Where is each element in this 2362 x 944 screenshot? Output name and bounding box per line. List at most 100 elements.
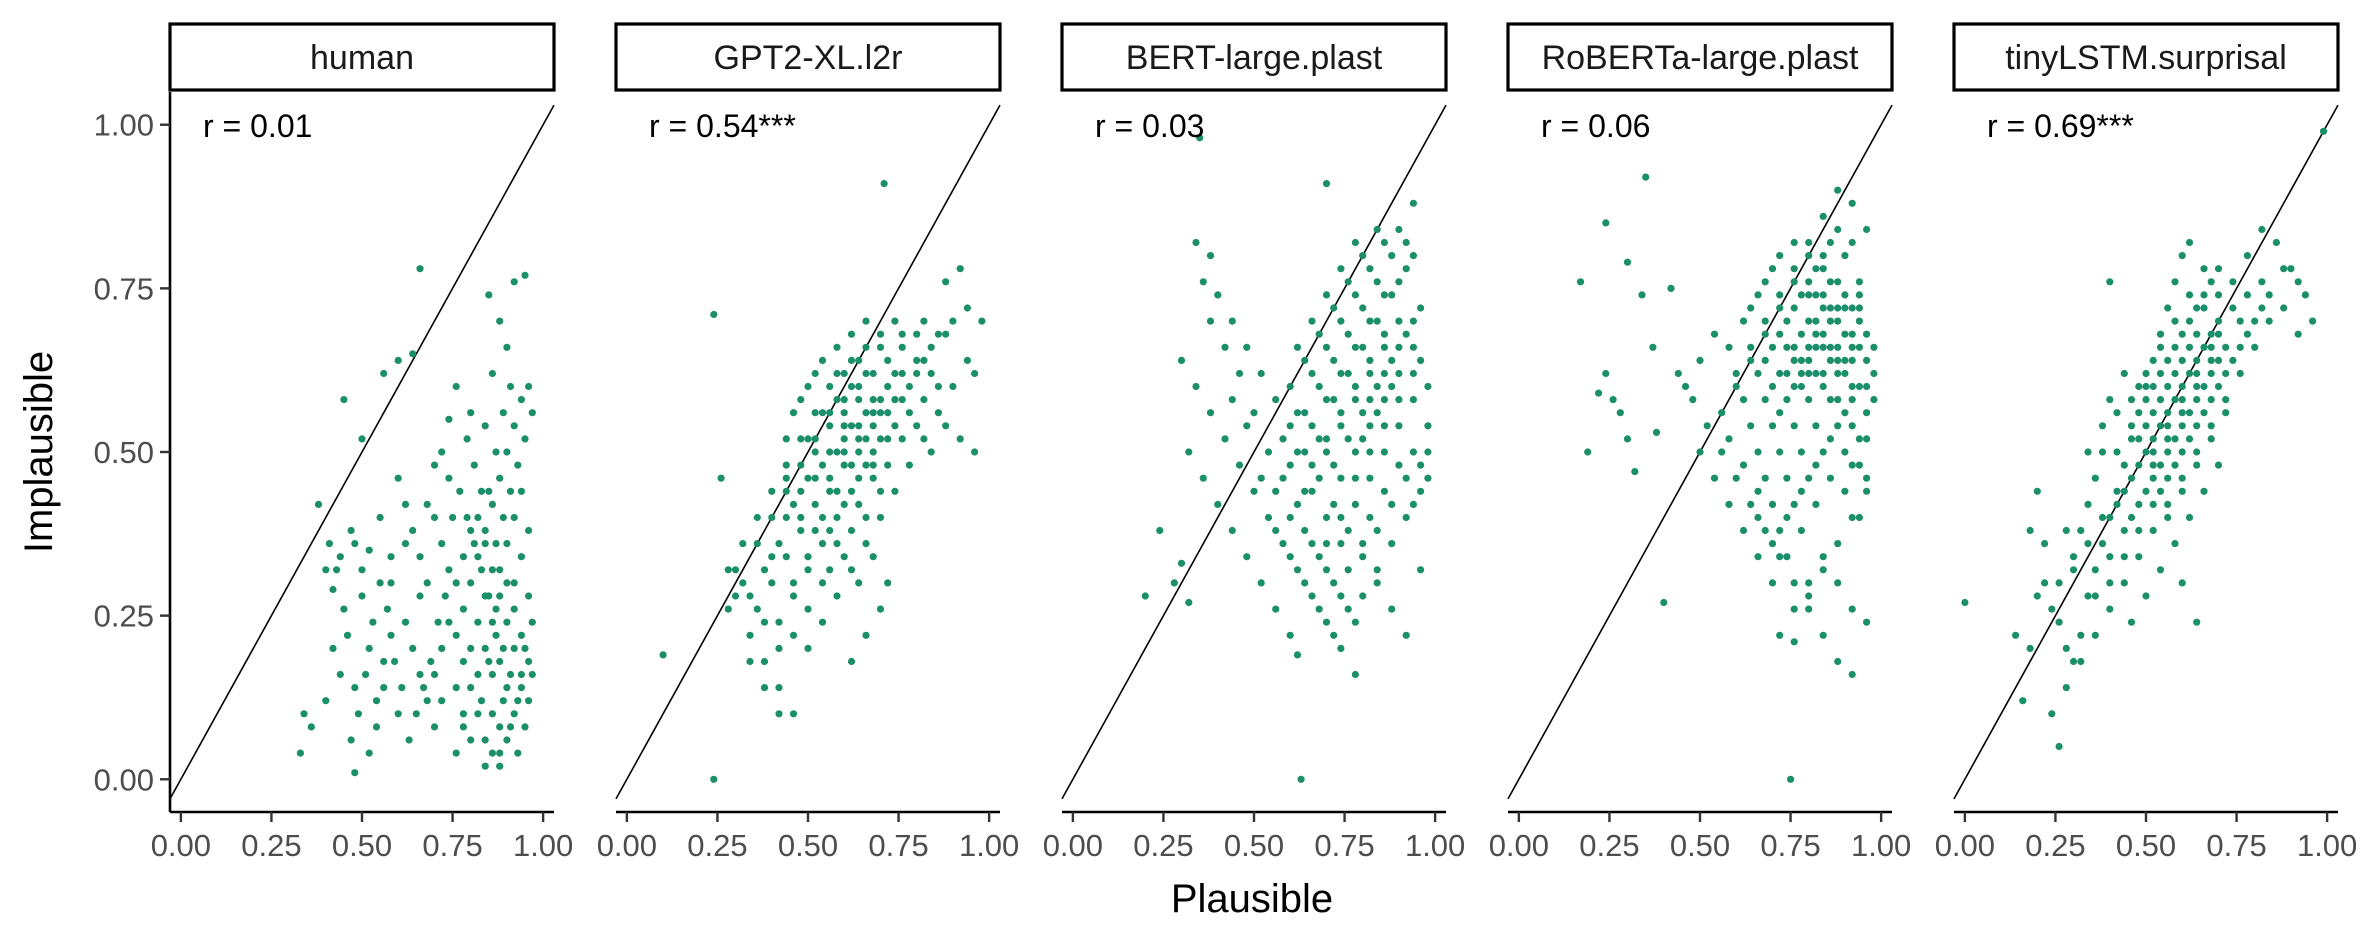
x-tick-label: 0.50 — [332, 828, 392, 863]
scatter-point — [1761, 356, 1769, 364]
scatter-point — [488, 500, 496, 508]
scatter-point — [840, 396, 848, 404]
panel-strip — [614, 22, 1002, 92]
scatter-point — [528, 409, 536, 417]
scatter-point — [920, 356, 928, 364]
scatter-point — [833, 592, 841, 600]
scatter-point — [467, 409, 475, 417]
scatter-point — [833, 513, 841, 522]
panel-title: human — [310, 39, 414, 77]
scatter-point — [2185, 435, 2194, 443]
scatter-point — [380, 684, 388, 692]
reference-line — [169, 104, 555, 800]
scatter-point — [485, 291, 493, 299]
scatter-point — [1293, 566, 1302, 574]
scatter-point — [869, 474, 877, 482]
scatter-point — [1272, 396, 1280, 404]
scatter-point — [1819, 382, 1827, 391]
scatter-point — [1660, 598, 1668, 607]
scatter-point — [459, 553, 467, 561]
scatter-point — [510, 278, 518, 286]
scatter-point — [2200, 409, 2208, 417]
scatter-point — [503, 579, 511, 587]
scatter-point — [2055, 618, 2063, 626]
scatter-point — [1235, 369, 1244, 378]
scatter-point — [1344, 435, 1352, 443]
scatter-point — [1747, 343, 1755, 351]
scatter-point — [768, 513, 776, 522]
scatter-point — [488, 710, 496, 718]
scatter-point — [1638, 291, 1646, 299]
scatter-point — [1409, 317, 1417, 325]
scatter-point — [2229, 304, 2237, 312]
scatter-point — [314, 500, 323, 508]
scatter-point — [2106, 553, 2114, 561]
scatter-point — [2164, 304, 2172, 312]
scatter-point — [2200, 487, 2208, 495]
scatter-point — [506, 382, 515, 391]
scatter-point — [1272, 487, 1280, 495]
scatter-point — [2207, 330, 2215, 338]
scatter-point — [463, 435, 471, 443]
scatter-point — [1315, 435, 1323, 443]
scatter-point — [387, 631, 395, 639]
scatter-point — [1855, 461, 1863, 469]
scatter-point — [445, 474, 453, 482]
scatter-point — [2135, 409, 2143, 417]
scatter-point — [467, 736, 475, 744]
scatter-point — [760, 684, 769, 692]
scatter-point — [1409, 396, 1417, 404]
scatter-point — [876, 343, 885, 351]
x-tick-label: 1.00 — [1851, 828, 1911, 863]
scatter-point — [1848, 670, 1856, 679]
scatter-point — [2214, 291, 2223, 299]
scatter-point — [1417, 566, 1425, 574]
scatter-point — [797, 513, 805, 522]
scatter-point — [804, 553, 812, 561]
scatter-point — [1344, 278, 1352, 286]
correlation-annotation: r = 0.06 — [1541, 108, 1650, 144]
scatter-point — [1696, 448, 1704, 456]
scatter-point — [1819, 330, 1827, 338]
scatter-point — [510, 422, 518, 430]
scatter-point — [496, 566, 504, 574]
scatter-point — [1424, 382, 1432, 391]
scatter-point — [430, 723, 439, 731]
scatter-point — [517, 487, 526, 495]
scatter-point — [496, 317, 504, 325]
scatter-point — [2222, 409, 2230, 417]
scatter-point — [1783, 396, 1791, 404]
scatter-point — [2149, 356, 2157, 364]
panels-layer: human 0.00 0.25 0.50 0.75 1.00 0.00 0.25 0.50 0.7… — [94, 22, 2357, 863]
scatter-point — [2265, 317, 2273, 325]
scatter-point — [2222, 343, 2230, 351]
scatter-point — [2178, 356, 2186, 364]
scatter-point — [891, 487, 899, 495]
scatter-point — [920, 396, 928, 404]
scatter-point — [1747, 500, 1755, 508]
scatter-point — [1652, 428, 1661, 436]
scatter-point — [818, 618, 827, 626]
scatter-point — [1380, 291, 1388, 299]
scatter-point — [2127, 396, 2136, 404]
scatter-point — [2106, 513, 2114, 522]
scatter-point — [1848, 199, 1856, 207]
scatter-point — [1805, 252, 1813, 260]
scatter-point — [1177, 356, 1186, 364]
scatter-point — [496, 592, 504, 600]
scatter-point — [1826, 317, 1834, 325]
scatter-point — [1322, 618, 1331, 626]
scatter-point — [1863, 330, 1871, 338]
scatter-point — [1725, 500, 1733, 508]
scatter-point — [459, 710, 467, 718]
scatter-point — [401, 618, 410, 626]
scatter-point — [847, 422, 856, 430]
scatter-point — [296, 749, 304, 757]
scatter-point — [855, 356, 863, 364]
scatter-point — [2135, 435, 2143, 443]
scatter-point — [1768, 500, 1777, 508]
scatter-point — [1388, 540, 1396, 548]
scatter-point — [2120, 487, 2128, 495]
scatter-point — [2091, 474, 2099, 482]
